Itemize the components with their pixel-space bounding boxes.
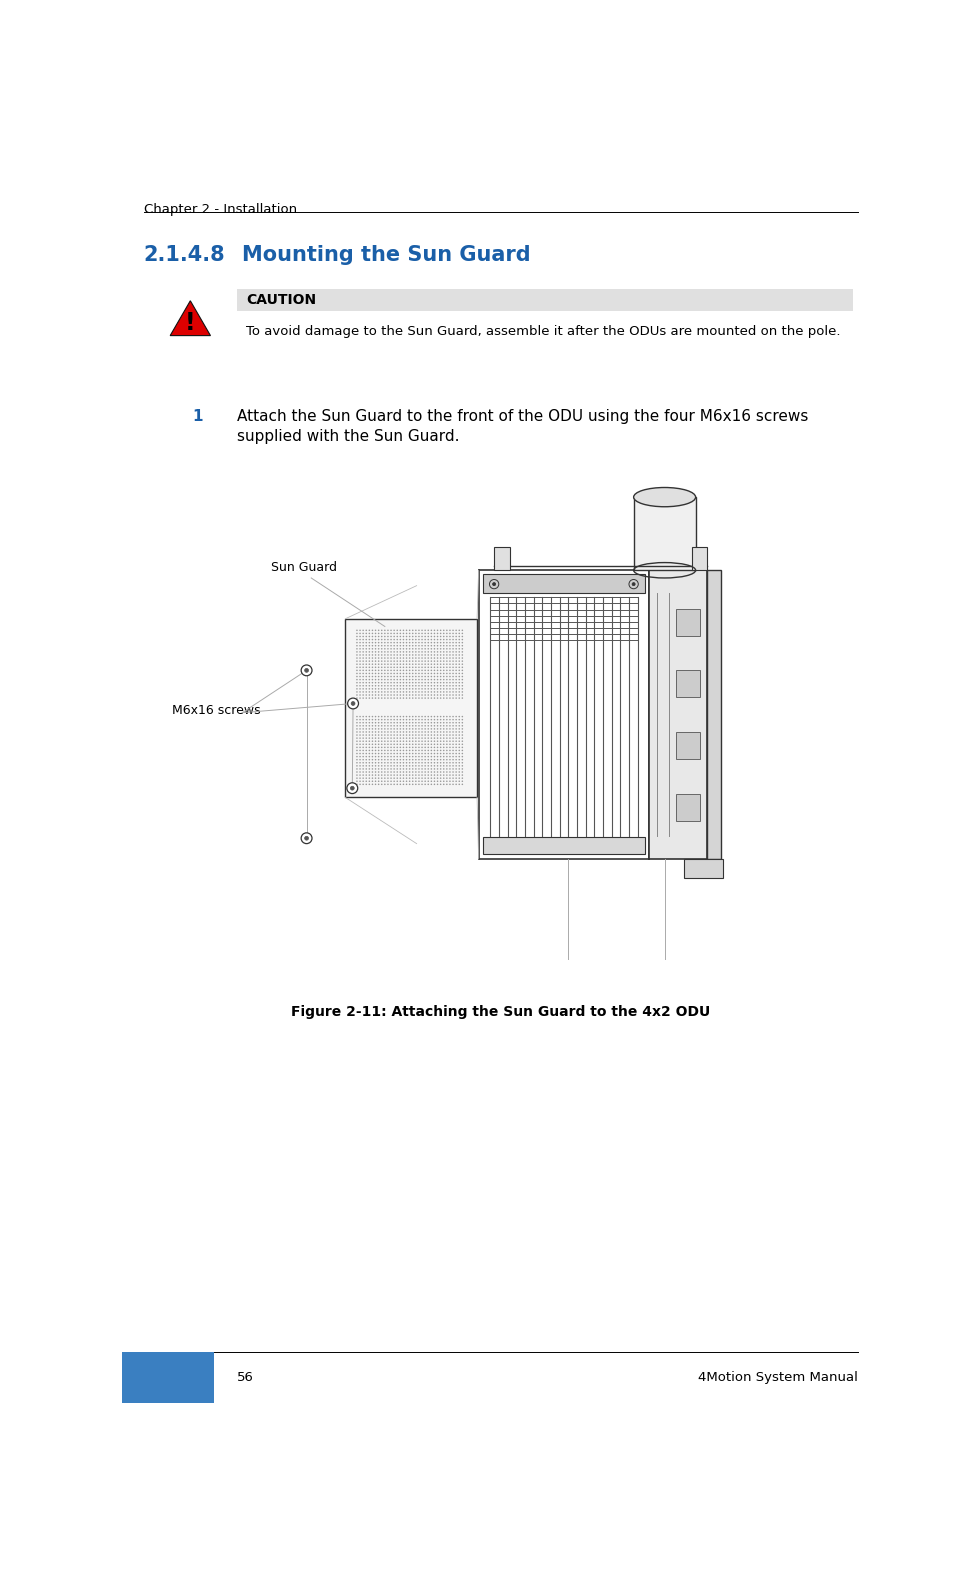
Bar — [707, 571, 721, 859]
Bar — [676, 731, 700, 760]
Text: supplied with the Sun Guard.: supplied with the Sun Guard. — [236, 429, 459, 443]
Bar — [676, 670, 700, 697]
Text: Mounting the Sun Guard: Mounting the Sun Guard — [242, 244, 531, 265]
Bar — [634, 496, 696, 571]
Text: 1: 1 — [191, 408, 202, 424]
Text: Chapter 2 - Installation: Chapter 2 - Installation — [144, 203, 297, 216]
Text: 56: 56 — [236, 1371, 254, 1384]
Text: !: ! — [185, 310, 195, 334]
Bar — [345, 619, 477, 797]
Circle shape — [629, 580, 638, 589]
Circle shape — [301, 832, 312, 843]
Bar — [684, 859, 723, 878]
Circle shape — [305, 837, 309, 840]
Text: M6x16 screws: M6x16 screws — [173, 703, 261, 717]
Text: CAUTION: CAUTION — [246, 293, 317, 307]
Circle shape — [632, 583, 635, 586]
Ellipse shape — [634, 487, 696, 507]
Bar — [676, 794, 700, 821]
Bar — [122, 1352, 214, 1403]
Bar — [494, 547, 510, 571]
Circle shape — [301, 665, 312, 676]
Bar — [676, 608, 700, 635]
Bar — [236, 290, 853, 310]
Text: To avoid damage to the Sun Guard, assemble it after the ODUs are mounted on the : To avoid damage to the Sun Guard, assemb… — [246, 325, 840, 337]
Circle shape — [489, 580, 499, 589]
Circle shape — [305, 668, 309, 673]
Circle shape — [347, 783, 358, 794]
Text: 2.1.4.8: 2.1.4.8 — [144, 244, 226, 265]
Circle shape — [492, 583, 495, 586]
Circle shape — [351, 786, 355, 790]
Circle shape — [348, 698, 359, 709]
Bar — [483, 574, 645, 594]
Text: 4Motion System Manual: 4Motion System Manual — [698, 1371, 858, 1384]
Circle shape — [351, 701, 355, 706]
Text: Figure 2-11: Attaching the Sun Guard to the 4x2 ODU: Figure 2-11: Attaching the Sun Guard to … — [291, 1005, 710, 1020]
Bar — [649, 571, 707, 859]
Text: Attach the Sun Guard to the front of the ODU using the four M6x16 screws: Attach the Sun Guard to the front of the… — [236, 408, 808, 424]
Text: Sun Guard: Sun Guard — [271, 561, 337, 574]
Bar — [483, 837, 645, 854]
Bar — [692, 547, 707, 571]
Polygon shape — [170, 301, 210, 336]
